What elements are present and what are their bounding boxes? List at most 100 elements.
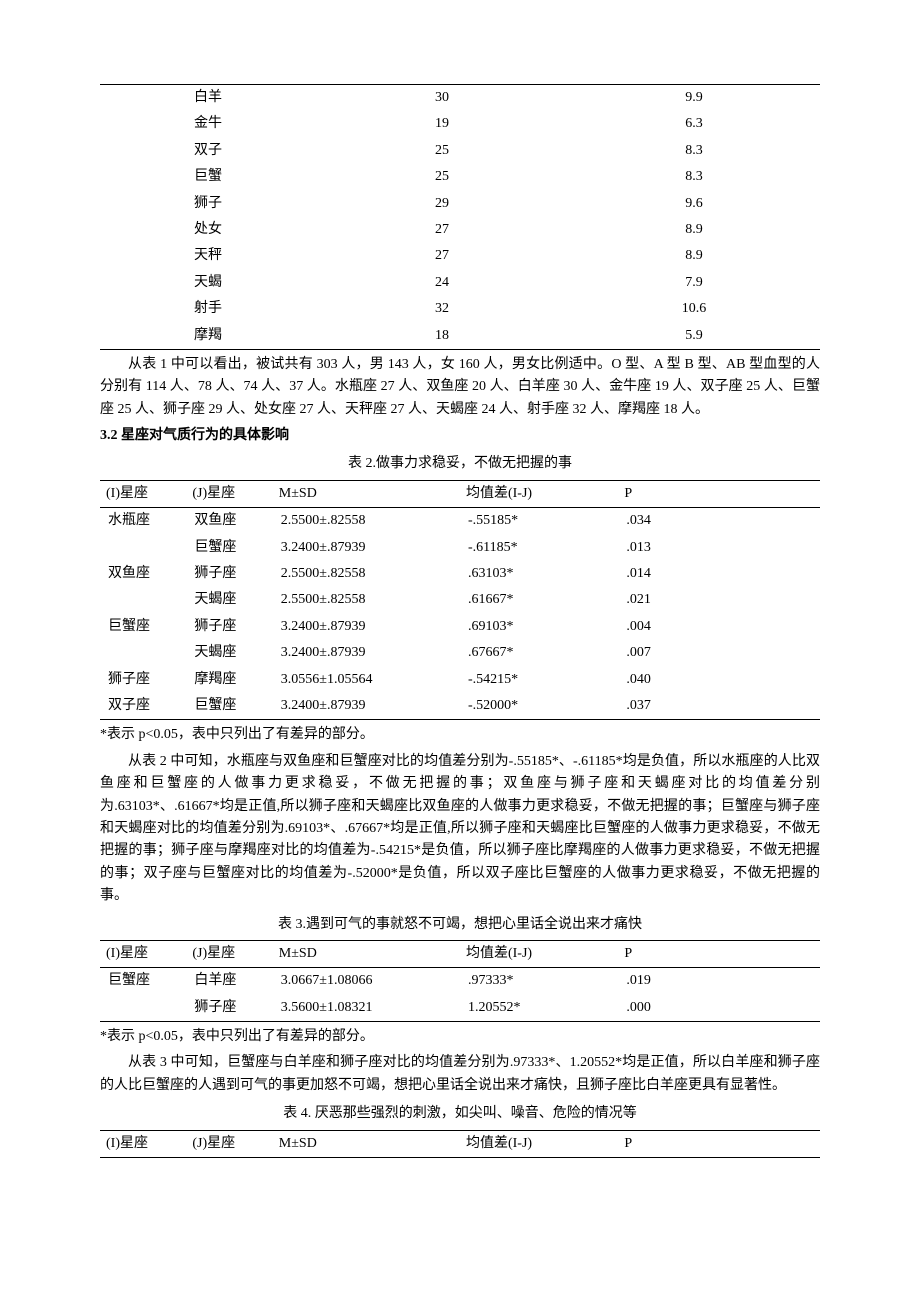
- table-cell: 29: [316, 191, 568, 217]
- table2-header-msd: M±SD: [273, 480, 460, 507]
- table4-header-p: P: [618, 1130, 820, 1157]
- table-cell: .040: [618, 667, 820, 693]
- table3: (I)星座 (J)星座 M±SD 均值差(I-J) P 巨蟹座白羊座3.0667…: [100, 940, 820, 1022]
- table-row: 双子258.3: [100, 138, 820, 164]
- table-cell: 25: [316, 138, 568, 164]
- table-cell: 双子座: [100, 693, 186, 720]
- table-cell: 狮子座: [100, 667, 186, 693]
- table-cell: 5.9: [568, 323, 820, 350]
- table-cell: 白羊座: [186, 968, 272, 995]
- table4: (I)星座 (J)星座 M±SD 均值差(I-J) P: [100, 1130, 820, 1158]
- table-row: 狮子座3.5600±1.083211.20552*.000: [100, 995, 820, 1022]
- table-cell: .61667*: [460, 587, 618, 613]
- table3-caption: 表 3.遇到可气的事就怒不可竭，想把心里话全说出来才痛快: [100, 914, 820, 936]
- table-cell: .007: [618, 640, 820, 666]
- table-row: 巨蟹座白羊座3.0667±1.08066.97333*.019: [100, 968, 820, 995]
- table-row: 白羊309.9: [100, 85, 820, 112]
- table-cell: 18: [316, 323, 568, 350]
- table-cell: 狮子座: [186, 995, 272, 1022]
- table-cell: 狮子座: [186, 561, 272, 587]
- table-cell: 19: [316, 111, 568, 137]
- table-row: 天蝎座2.5500±.82558.61667*.021: [100, 587, 820, 613]
- table-cell: 狮子座: [186, 614, 272, 640]
- table1-zodiac-distribution: 白羊309.9金牛196.3双子258.3巨蟹258.3狮子299.6处女278…: [100, 84, 820, 350]
- table-cell: -.55185*: [460, 508, 618, 535]
- table-cell: 射手: [100, 296, 316, 322]
- table-cell: 3.2400±.87939: [273, 535, 460, 561]
- table-row: 双鱼座狮子座2.5500±.82558.63103*.014: [100, 561, 820, 587]
- table-cell: 巨蟹座: [186, 535, 272, 561]
- table-cell: .013: [618, 535, 820, 561]
- table-cell: 摩羯座: [186, 667, 272, 693]
- table-row: 巨蟹258.3: [100, 164, 820, 190]
- table-cell: 2.5500±.82558: [273, 561, 460, 587]
- table-row: 狮子299.6: [100, 191, 820, 217]
- table-cell: 3.2400±.87939: [273, 693, 460, 720]
- table-cell: [100, 535, 186, 561]
- table3-note: *表示 p<0.05，表中只列出了有差异的部分。: [100, 1026, 820, 1048]
- table-row: 射手3210.6: [100, 296, 820, 322]
- paragraph-table2-analysis: 从表 2 中可知，水瓶座与双鱼座和巨蟹座对比的均值差分别为-.55185*、-.…: [100, 751, 820, 908]
- table-cell: 巨蟹座: [100, 614, 186, 640]
- table-cell: 25: [316, 164, 568, 190]
- table-cell: 27: [316, 243, 568, 269]
- table-row: 巨蟹座狮子座3.2400±.87939.69103*.004: [100, 614, 820, 640]
- table-cell: 3.0667±1.08066: [273, 968, 460, 995]
- table-cell: 白羊: [100, 85, 316, 112]
- table-cell: .97333*: [460, 968, 618, 995]
- table-row: 水瓶座双鱼座2.5500±.82558-.55185*.034: [100, 508, 820, 535]
- table-row: 摩羯185.9: [100, 323, 820, 350]
- table-cell: 8.3: [568, 164, 820, 190]
- table-cell: 巨蟹座: [100, 968, 186, 995]
- table-cell: 双鱼座: [186, 508, 272, 535]
- table2-caption: 表 2.做事力求稳妥，不做无把握的事: [100, 453, 820, 475]
- table-cell: .004: [618, 614, 820, 640]
- table3-header-diff: 均值差(I-J): [460, 940, 618, 967]
- table-cell: 巨蟹座: [186, 693, 272, 720]
- table-cell: [100, 587, 186, 613]
- table3-header-i: (I)星座: [100, 940, 186, 967]
- table-row: 处女278.9: [100, 217, 820, 243]
- table-cell: 双子: [100, 138, 316, 164]
- table-row: 天蝎247.9: [100, 270, 820, 296]
- table-cell: -.52000*: [460, 693, 618, 720]
- paragraph-table1-summary: 从表 1 中可以看出，被试共有 303 人，男 143 人，女 160 人，男女…: [100, 354, 820, 421]
- table-cell: 9.9: [568, 85, 820, 112]
- table-cell: 6.3: [568, 111, 820, 137]
- table-cell: -.61185*: [460, 535, 618, 561]
- table-cell: 3.5600±1.08321: [273, 995, 460, 1022]
- table2-header-diff: 均值差(I-J): [460, 480, 618, 507]
- table-row: 金牛196.3: [100, 111, 820, 137]
- table-cell: 32: [316, 296, 568, 322]
- table-cell: 3.2400±.87939: [273, 640, 460, 666]
- table-cell: .000: [618, 995, 820, 1022]
- table-row: 天蝎座3.2400±.87939.67667*.007: [100, 640, 820, 666]
- paragraph-table3-analysis: 从表 3 中可知，巨蟹座与白羊座和狮子座对比的均值差分别为.97333*、1.2…: [100, 1052, 820, 1097]
- table-cell: 7.9: [568, 270, 820, 296]
- table-cell: 狮子: [100, 191, 316, 217]
- table-cell: .019: [618, 968, 820, 995]
- table-cell: .67667*: [460, 640, 618, 666]
- table2-note: *表示 p<0.05，表中只列出了有差异的部分。: [100, 724, 820, 746]
- table-row: 天秤278.9: [100, 243, 820, 269]
- table3-header-msd: M±SD: [273, 940, 460, 967]
- table2-header-p: P: [618, 480, 820, 507]
- table2-header-i: (I)星座: [100, 480, 186, 507]
- table-cell: 2.5500±.82558: [273, 587, 460, 613]
- table-cell: 1.20552*: [460, 995, 618, 1022]
- table-cell: 处女: [100, 217, 316, 243]
- table-cell: 8.9: [568, 243, 820, 269]
- table3-header-p: P: [618, 940, 820, 967]
- table-row: 双子座巨蟹座3.2400±.87939-.52000*.037: [100, 693, 820, 720]
- table-cell: 9.6: [568, 191, 820, 217]
- table-cell: .034: [618, 508, 820, 535]
- table4-header-j: (J)星座: [186, 1130, 272, 1157]
- table-cell: [100, 640, 186, 666]
- table4-header-i: (I)星座: [100, 1130, 186, 1157]
- table-cell: [100, 995, 186, 1022]
- table-cell: 3.0556±1.05564: [273, 667, 460, 693]
- table-cell: 2.5500±.82558: [273, 508, 460, 535]
- table-cell: .014: [618, 561, 820, 587]
- table-cell: 金牛: [100, 111, 316, 137]
- table-cell: 水瓶座: [100, 508, 186, 535]
